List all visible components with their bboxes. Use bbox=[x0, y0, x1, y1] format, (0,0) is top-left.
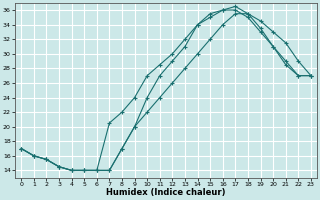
X-axis label: Humidex (Indice chaleur): Humidex (Indice chaleur) bbox=[106, 188, 226, 197]
